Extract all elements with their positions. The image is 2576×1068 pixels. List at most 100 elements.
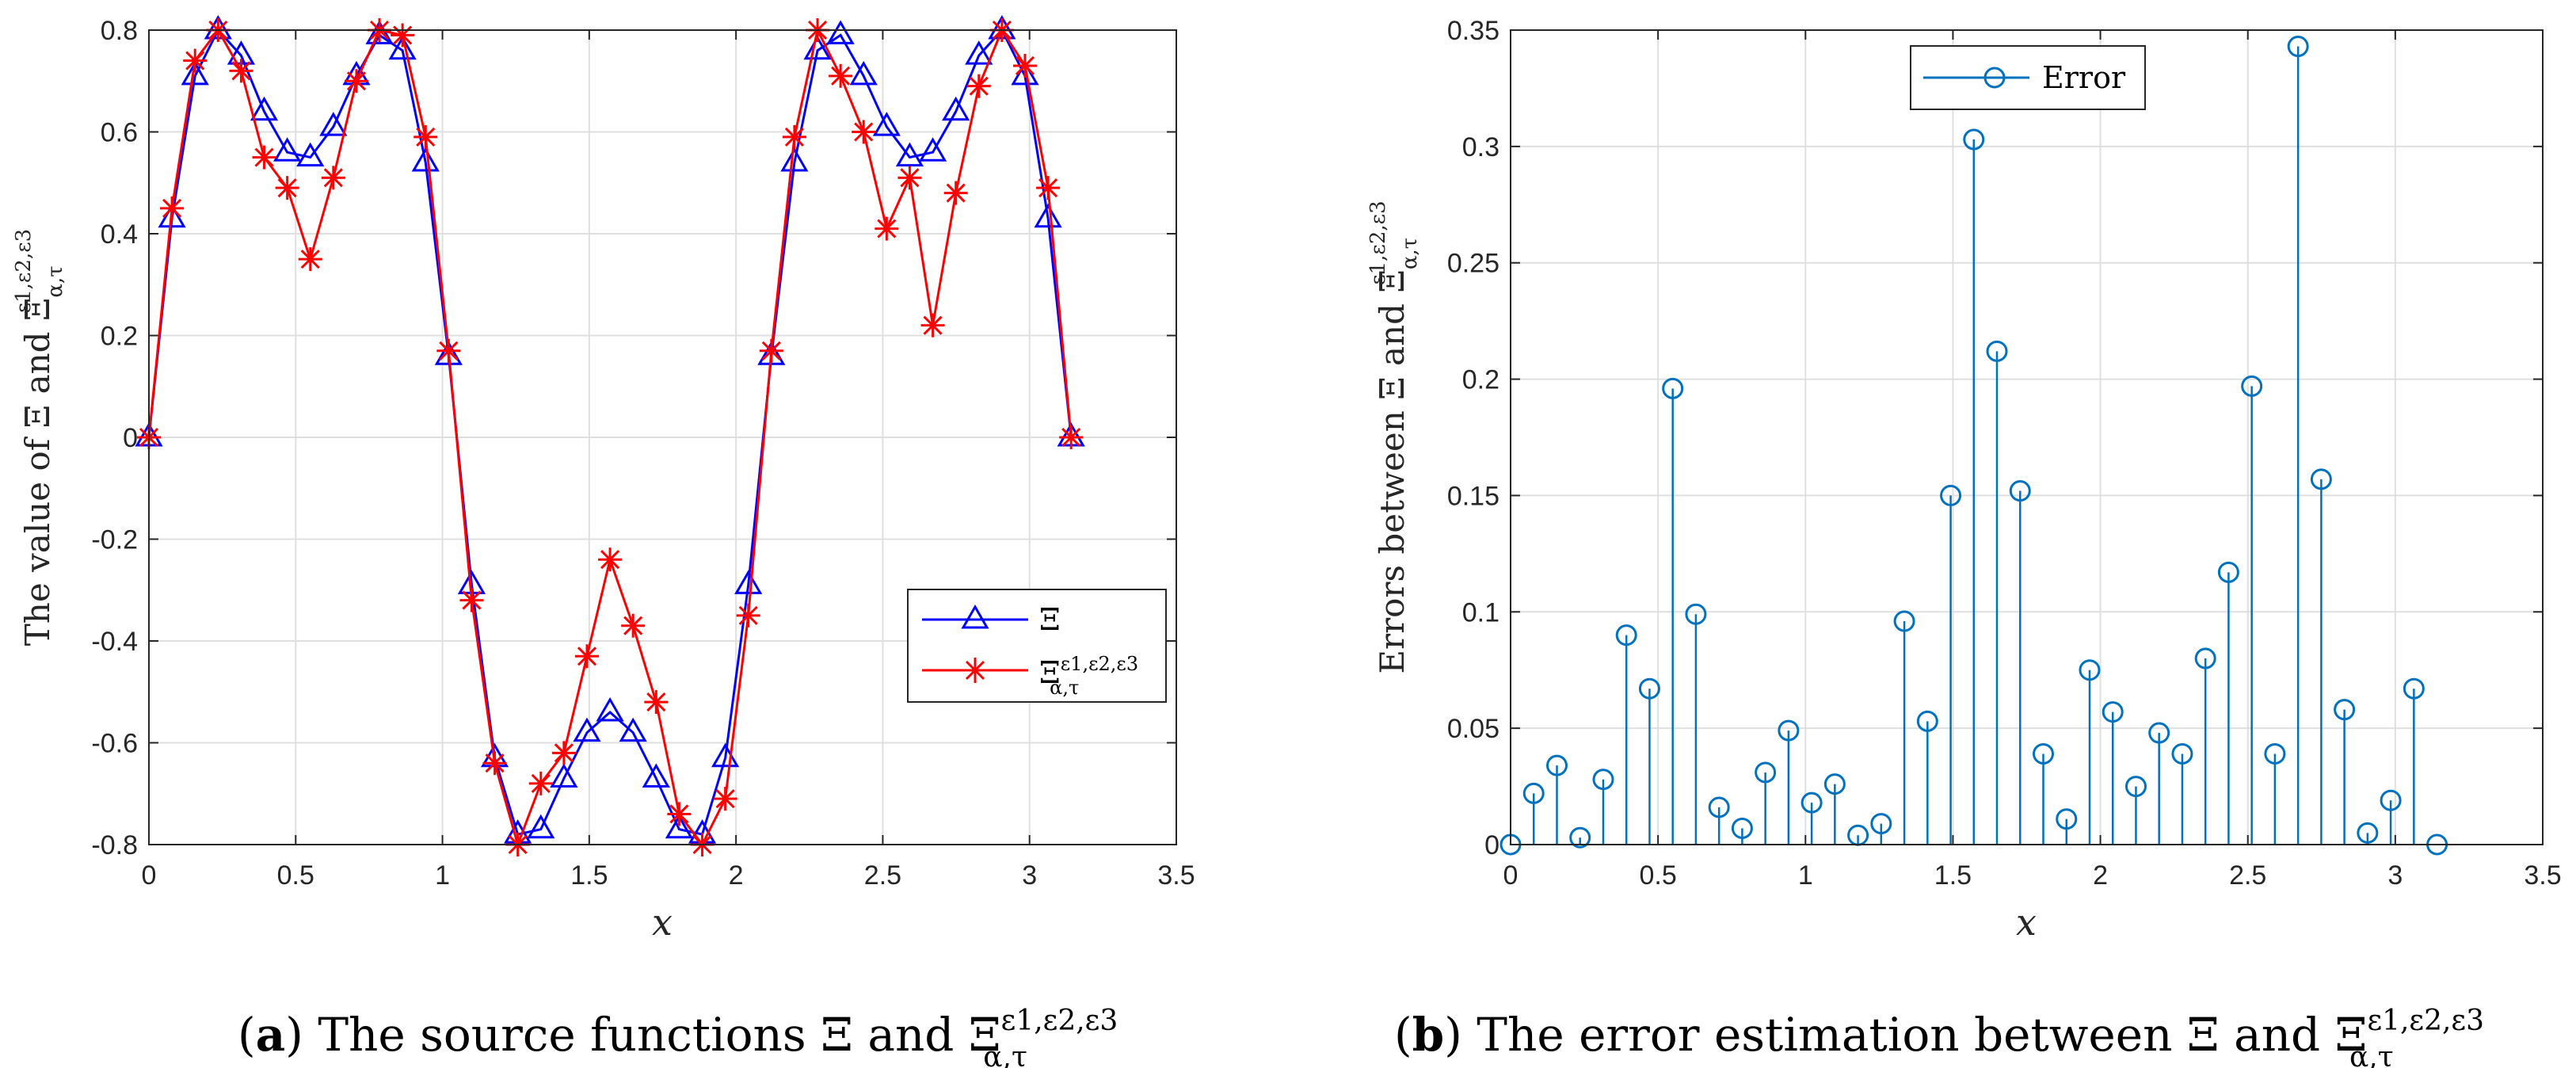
panel-a-series-0-point-30 xyxy=(826,20,855,44)
panel-b-stem-marker-34 xyxy=(2287,36,2309,58)
panel-a-series-1-point-32-d2 xyxy=(877,219,897,238)
panel-a-series-1-point-15 xyxy=(482,751,507,776)
panel-a-series-1-point-39 xyxy=(1036,176,1061,200)
panel-a-ytick-label-7: 0.6 xyxy=(101,118,138,148)
panel-b-stem-marker-22 xyxy=(2009,480,2031,502)
panel-a-series-0-point-5 xyxy=(250,96,279,121)
panel-a-ticks: 0 0.5 1 1.5 2 2.5 3 3.5 -0.8 -0.6 -0.4 -0.2 0 0.2 0.4 0… xyxy=(91,16,1195,891)
panel-a-series-1-point-13 xyxy=(436,338,461,363)
panel-b-stem-marker-1 xyxy=(1522,782,1545,804)
panel-a-series-1-point-28 xyxy=(782,124,806,149)
panel-a-series-1-point-40 xyxy=(1059,425,1084,449)
panel-b-ytick-label-4: 0.2 xyxy=(1462,365,1499,395)
panel-a-series-1-point-18-d2 xyxy=(554,743,574,763)
panel-a-series-0-point-28 xyxy=(780,147,809,172)
panel-b-stem-marker-28 xyxy=(2148,722,2170,744)
panel-b-stem-marker-29 xyxy=(2171,742,2193,765)
panel-a-ytick-label-4: 0 xyxy=(123,423,138,453)
panel-a-ytick-label-5: 0.2 xyxy=(101,322,138,352)
panel-a-series-1-point-19 xyxy=(575,644,600,669)
panel-b-stem-marker-37 xyxy=(2357,822,2379,844)
panel-a-series-1-point-26-d2 xyxy=(738,605,758,625)
panel-a-series-0-point-7 xyxy=(296,142,325,167)
panel-a-series-0-point-19 xyxy=(573,717,601,742)
panel-a-series-1-point-32 xyxy=(875,216,899,241)
panel-a-legend-marker-xi xyxy=(961,604,989,629)
panel-a-legend-label-xi: Ξ xyxy=(1039,602,1061,637)
panel-a-series-0-point-33 xyxy=(895,142,924,167)
panel-b-caption: (b) The error estimation between Ξ and Ξ… xyxy=(1394,1005,2484,1068)
panel-b-xtick-label-7: 3.5 xyxy=(2524,860,2561,891)
panel-a-series-1-point-27 xyxy=(759,338,783,363)
panel-b-xtick-label-3: 1.5 xyxy=(1934,860,1972,891)
panel-b-stem-marker-4 xyxy=(1592,769,1614,791)
panel-b-stem-marker-31 xyxy=(2217,561,2239,583)
panel-a-series-0-point-6 xyxy=(273,137,302,162)
panel-a-series-1-point-35 xyxy=(943,181,968,205)
panel-a-ytick-label-6: 0.4 xyxy=(101,219,138,250)
panel-a-ytick-label-2: -0.4 xyxy=(91,627,138,657)
panel-a-series-1-point-30-d2 xyxy=(831,66,851,86)
panel-b-stem-marker-39 xyxy=(2403,677,2425,700)
panel-a-legend-label-xi-approx: Ξε1,ε2,ε3 α,τ xyxy=(1039,653,1138,699)
panel-a-axes-box xyxy=(148,29,1177,845)
panel-a-legend-marker-xi-approx xyxy=(962,658,988,683)
panel-b-stem-marker-27 xyxy=(2124,776,2147,798)
panel-a-series-1-point-14-d2 xyxy=(462,590,482,610)
panel-b-ytick-label-6: 0.3 xyxy=(1462,132,1499,162)
panel-a-series-1-point-36 xyxy=(966,74,991,98)
panel-a-series-0-point-20 xyxy=(596,696,624,722)
panel-a-series-0-point-10 xyxy=(365,20,394,44)
panel-a-series-1-point-38 xyxy=(1012,53,1037,78)
panel-b-xlabel: x xyxy=(2016,901,2037,944)
panel-a-xlabel: x xyxy=(652,901,673,944)
panel-b-stem-marker-25 xyxy=(2079,659,2101,681)
panel-a-series-1-point-36-d2 xyxy=(969,76,989,96)
panel-a-series-1-point-4-d2 xyxy=(231,61,251,81)
panel-b-ytick-label-5: 0.25 xyxy=(1447,249,1499,279)
panel-a-series-1-point-2-d2 xyxy=(185,51,205,71)
panel-b-series xyxy=(1499,36,2448,856)
panel-b-plot-area xyxy=(1511,30,2543,845)
panel-b-stem-marker-26 xyxy=(2102,701,2124,723)
panel-a-ytick-label-8: 0.8 xyxy=(101,16,138,46)
panel-a-series-0-point-21 xyxy=(619,717,647,742)
panel-a-xtick-label-3: 1.5 xyxy=(570,860,608,891)
panel-a-series-1-point-17 xyxy=(528,771,553,795)
panel-a: 0 0.5 1 1.5 2 2.5 3 3.5 -0.8 -0.6 -0.4 -0.2 0 0.2 0.4 0… xyxy=(12,14,1195,1068)
panel-a-series-0-point-34 xyxy=(918,137,947,162)
panel-a-series-1-point-6-d2 xyxy=(277,178,297,198)
panel-a-legend-box xyxy=(907,589,1167,703)
panel-a-series-1-point-25-d2 xyxy=(715,789,735,809)
panel-a-series-1-point-2 xyxy=(183,48,208,73)
panel-b-xtick-label-4: 2 xyxy=(2093,860,2108,891)
panel-b-stem-marker-7 xyxy=(1662,377,1684,399)
panel-a-series-1-point-22 xyxy=(644,690,669,715)
panel-a-series-1-point-20 xyxy=(598,547,623,572)
panel-b-stem-marker-13 xyxy=(1801,791,1823,814)
panel-b-stem-marker-12 xyxy=(1778,719,1800,742)
panel-a-xtick-label-7: 3.5 xyxy=(1157,860,1195,891)
panel-a-series-1-point-26 xyxy=(736,603,760,627)
panel-a-series-0-point-31 xyxy=(849,60,878,86)
panel-b-stem-marker-2 xyxy=(1545,754,1568,776)
panel-b-xtick-label-2: 1 xyxy=(1798,860,1813,891)
panel-a-series-0-point-22 xyxy=(642,763,670,788)
panel-a-series-1-point-19-d2 xyxy=(577,647,597,666)
panel-a-series-1-point-6 xyxy=(275,176,299,200)
panel-a-series-0-point-26 xyxy=(734,570,763,594)
panel-a-ytick-label-1: -0.6 xyxy=(91,729,138,759)
panel-a-series-1-point-13-d2 xyxy=(439,341,459,360)
panel-a-series-0-point-23 xyxy=(665,814,693,839)
panel-a-xtick-label-4: 2 xyxy=(729,860,744,891)
panel-b-stem-marker-3 xyxy=(1569,826,1591,849)
panel-a-series-1-point-8-d2 xyxy=(323,168,343,188)
panel-b-legend-label-error: Error xyxy=(2042,60,2126,95)
panel-b-xtick-label-0: 0 xyxy=(1503,860,1519,891)
panel-a-series-1-point-12-d2 xyxy=(416,127,436,147)
panel-a-series-1-point-1 xyxy=(160,196,185,220)
panel-b-stem-marker-21 xyxy=(1986,340,2008,362)
panel-a-xtick-label-5: 2.5 xyxy=(864,860,901,891)
panel-b-xtick-label-6: 3 xyxy=(2387,860,2403,891)
